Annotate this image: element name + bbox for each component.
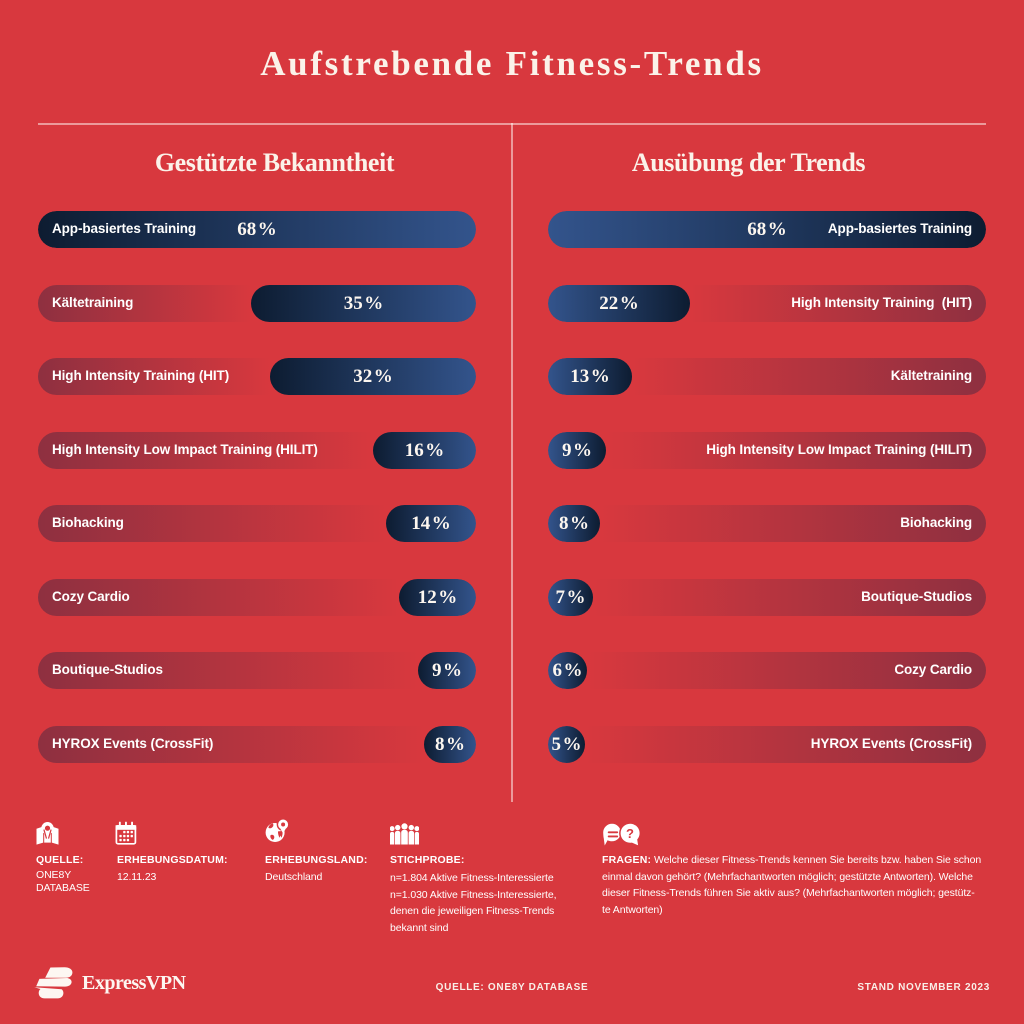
- svg-text:?: ?: [626, 826, 634, 841]
